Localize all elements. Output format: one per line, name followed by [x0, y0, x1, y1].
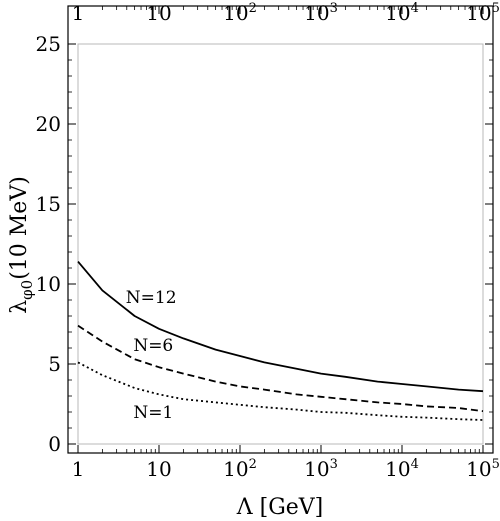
y-tick-label: 15 — [36, 192, 61, 216]
x-tick-label-top: 104 — [385, 1, 419, 25]
y-tick-label: 25 — [36, 32, 61, 56]
x-tick-label-base: 10 — [146, 1, 171, 25]
plot-range-box — [77, 43, 484, 445]
x-tick-label-exponent: 3 — [330, 1, 338, 16]
data-range-box — [77, 43, 484, 445]
y-axis-label-subscript: φ0 — [18, 280, 36, 300]
x-tick-label-top: 103 — [304, 1, 338, 25]
x-tick-label-base: 10 — [385, 1, 410, 25]
y-axis-label-main: λ — [7, 300, 32, 314]
x-tick-label-exponent: 2 — [249, 1, 257, 16]
series-labels: N=12 N=6 N=1 — [126, 288, 177, 423]
x-tick-label-base: 10 — [304, 457, 329, 481]
y-axis-label: λφ0(10 MeV) — [7, 176, 36, 314]
x-tick-label-exponent: 5 — [492, 457, 500, 472]
x-tick-label-exponent: 5 — [492, 1, 500, 16]
series-layer — [77, 261, 484, 421]
series-label: N=1 — [133, 403, 173, 423]
y-tick-label: 5 — [48, 352, 61, 376]
x-tick-label-bottom: 103 — [304, 457, 338, 481]
x-tick-label-exponent: 4 — [411, 1, 419, 16]
x-tick-label-top: 1 — [72, 1, 85, 25]
x-tick-label-exponent: 3 — [330, 457, 338, 472]
plot-frame — [67, 5, 494, 454]
x-tick-label-base: 10 — [223, 1, 248, 25]
y-tick-label: 0 — [48, 432, 61, 456]
y-tick-label: 20 — [36, 112, 61, 136]
series-line-n-6 — [77, 324, 484, 413]
x-tick-label-base: 10 — [385, 457, 410, 481]
x-axis-label: Λ [GeV] — [236, 495, 324, 520]
x-tick-label-bottom: 1 — [72, 457, 85, 481]
x-tick-label-base: 10 — [223, 457, 248, 481]
x-tick-label-top: 10 — [146, 1, 171, 25]
x-tick-label-base: 1 — [72, 1, 85, 25]
x-tick-label-exponent: 4 — [411, 457, 419, 472]
x-tick-label-base: 10 — [146, 457, 171, 481]
axis-ticks — [68, 6, 493, 453]
series-label: N=12 — [126, 288, 177, 308]
series-line-n-12 — [77, 261, 484, 393]
y-axis-label-rest: (10 MeV) — [7, 176, 32, 280]
x-tick-label-bottom: 104 — [385, 457, 419, 481]
x-tick-label-base: 10 — [466, 1, 491, 25]
series-label: N=6 — [133, 336, 173, 356]
x-tick-label-bottom: 102 — [223, 457, 257, 481]
x-tick-label-top: 105 — [466, 1, 500, 25]
x-tick-label-exponent: 2 — [249, 457, 257, 472]
y-tick-label: 10 — [36, 272, 61, 296]
x-tick-label-base: 1 — [72, 457, 85, 481]
x-tick-label-base: 10 — [304, 1, 329, 25]
x-tick-label-top: 102 — [223, 1, 257, 25]
x-tick-label-bottom: 10 — [146, 457, 171, 481]
x-tick-label-bottom: 105 — [466, 457, 500, 481]
x-tick-label-base: 10 — [466, 457, 491, 481]
